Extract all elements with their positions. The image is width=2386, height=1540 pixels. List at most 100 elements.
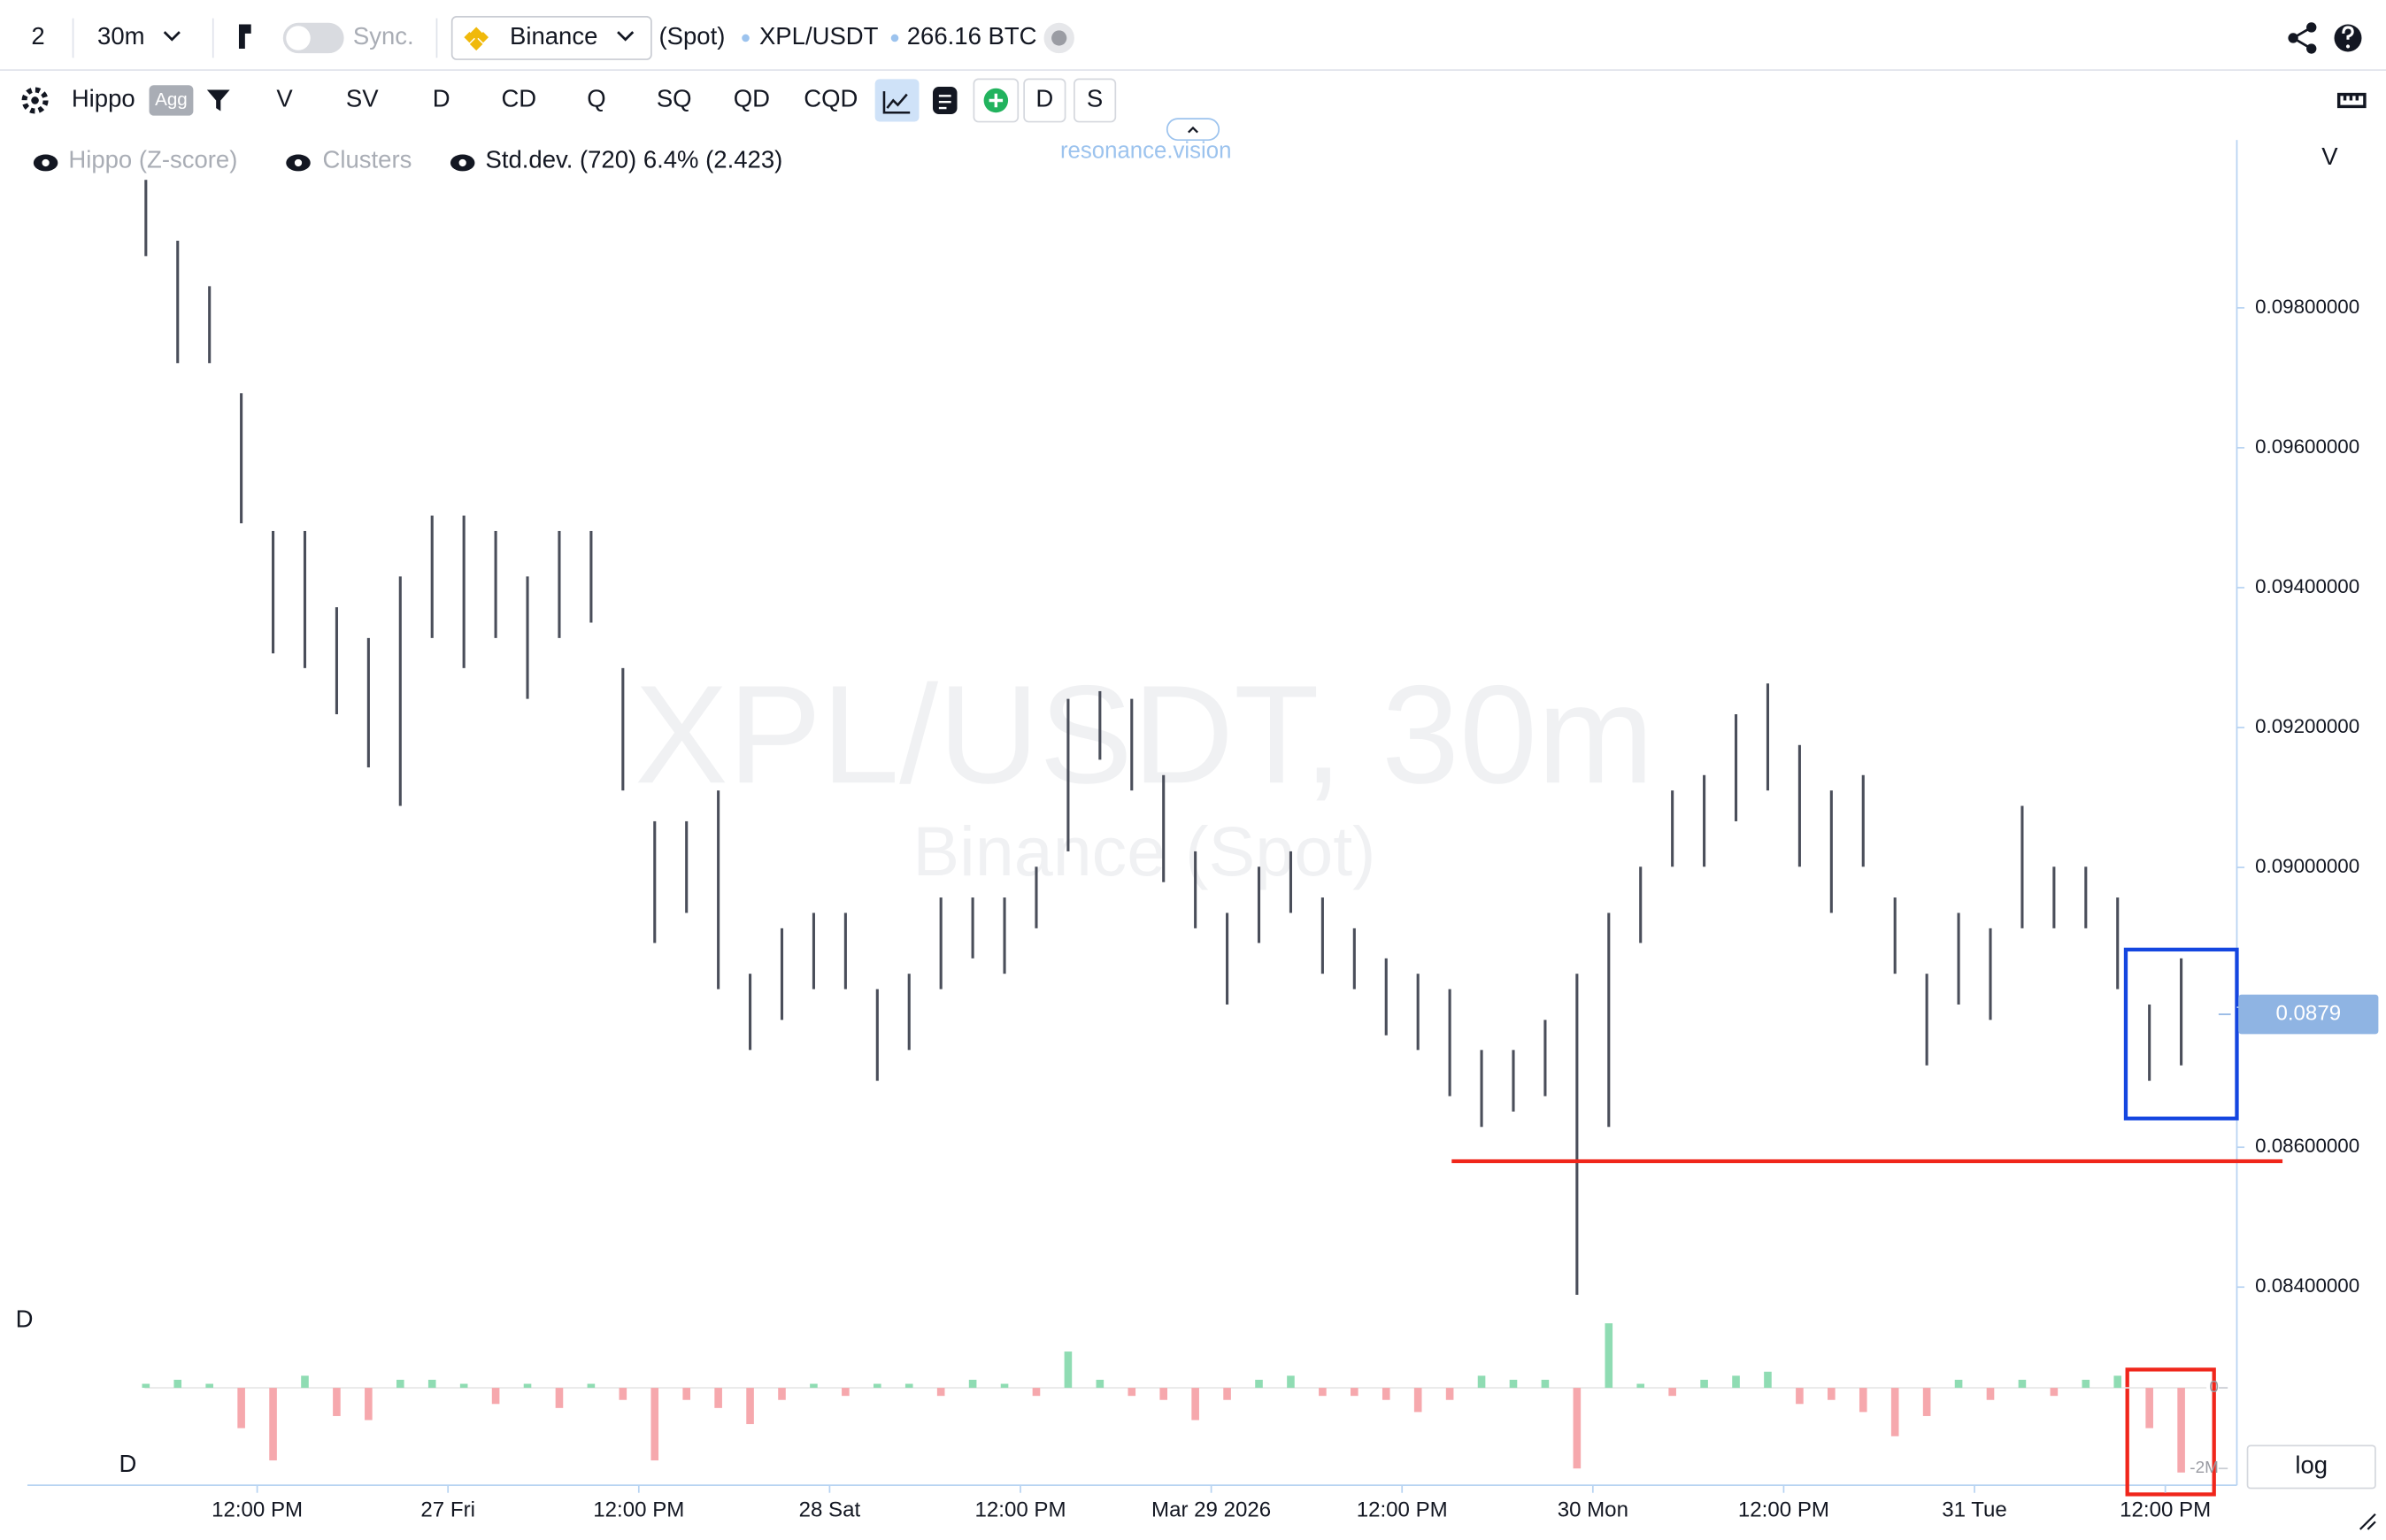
exchange-name[interactable]: Binance [510,22,597,50]
indicator-toggle[interactable] [1023,78,1066,123]
delta-bar [142,1383,150,1389]
candle [335,607,338,715]
delta-bar [173,1379,182,1389]
candle [971,897,974,959]
candle [717,790,720,989]
chart-mode-button[interactable] [874,79,920,122]
indicator-icon[interactable] [238,24,251,50]
dropdown-icon[interactable] [163,31,181,42]
candle [939,897,943,989]
log-button-label[interactable]: log [2295,1451,2328,1479]
indicator-button[interactable]: S [1087,85,1103,112]
delta-bar [1255,1379,1263,1389]
delta-bar [682,1388,690,1400]
delta-bar [1796,1388,1804,1405]
delta-bar [1128,1388,1136,1397]
share-icon[interactable] [2288,22,2317,54]
delta-bar [269,1388,277,1461]
agg-badge[interactable] [149,85,194,116]
volume: 266.16 BTC [907,22,1037,50]
indicator-button[interactable]: CQD [804,85,858,112]
delta-bar [1605,1323,1613,1389]
delta-bar [491,1388,500,1405]
ruler-icon[interactable] [2336,92,2367,109]
delta-bar [205,1383,213,1389]
notes-icon [938,95,951,110]
delta-bar [1700,1379,1708,1389]
delta-bar [1382,1388,1390,1400]
candle [749,974,752,1051]
candle [1957,912,1960,1005]
legend-item[interactable]: Std.dev. (720) 6.4% (2.423) [485,146,782,173]
candle [1543,1020,1547,1097]
x-tick-label: 12:00 PM [1738,1498,1829,1522]
indicator-button[interactable]: V [276,85,293,112]
candle [1448,989,1451,1097]
candle [1607,912,1611,1128]
notes-button[interactable] [932,87,958,114]
x-tick-label: 30 Mon [1558,1498,1628,1522]
visibility-icon[interactable] [33,154,58,172]
visibility-icon[interactable] [286,154,311,172]
indicator-toggle[interactable] [1074,78,1117,123]
agg-badge-label[interactable]: Agg [155,89,188,110]
candle [1861,774,1865,867]
timeframe[interactable]: 30m [97,22,144,50]
filter-icon[interactable] [206,89,230,112]
candle [2020,805,2024,928]
delta-bar [1096,1379,1104,1389]
indicator-name[interactable]: Hippo [72,85,135,112]
exchange-select[interactable] [450,16,652,60]
candle [621,667,625,791]
candle [366,637,370,768]
resize-handle[interactable] [2359,1513,2376,1530]
settings-icon [31,96,39,104]
candle [1035,866,1038,928]
delta-bar [333,1388,341,1416]
candle [1512,1050,1515,1112]
candle [875,989,879,1082]
dropdown-icon[interactable] [617,31,635,42]
indicator-button[interactable]: Q [587,85,605,112]
delta-bar [1509,1379,1518,1389]
candle [907,974,911,1051]
candle [1289,851,1292,913]
legend-item[interactable]: Clusters [323,146,412,173]
delta-bar [2082,1379,2090,1389]
layout-count[interactable]: 2 [31,22,44,50]
delta-bar [1922,1388,1931,1416]
delta-bar [301,1375,309,1389]
sync-label[interactable]: Sync. [353,22,414,50]
delta-bar [619,1388,627,1400]
candle [526,576,529,699]
candle [2084,866,2088,928]
indicator-button[interactable]: CD [501,85,536,112]
delta-bar [237,1388,245,1428]
candle [558,530,561,638]
x-tick-label: 31 Tue [1942,1498,2007,1522]
collapse-icon [1188,126,1198,134]
status-dot [1051,30,1067,46]
visibility-icon[interactable] [450,154,475,172]
indicator-button[interactable]: SQ [657,85,692,112]
indicator-button[interactable]: SV [346,85,379,112]
log-button[interactable] [2246,1444,2376,1490]
delta-bar [2145,1388,2153,1428]
indicator-button[interactable]: D [433,85,450,112]
candle [1320,897,1324,974]
delta-bar [1159,1388,1168,1400]
settings-icon[interactable] [21,87,49,114]
x-tick-label: 12:00 PM [1357,1498,1448,1522]
candle [1925,974,1928,1066]
indicator-button[interactable]: QD [734,85,770,112]
delta-bar [1541,1379,1550,1389]
candle [1575,974,1579,1295]
collapse-button[interactable] [1166,118,1220,142]
candle [780,928,784,1020]
delta-bar [810,1383,818,1389]
indicator-button[interactable]: D [1035,85,1053,112]
watermark-title: XPL/USDT, 30m [635,656,1654,812]
add-glyph [989,93,1004,108]
legend-item[interactable]: Hippo (Z-score) [68,146,237,173]
